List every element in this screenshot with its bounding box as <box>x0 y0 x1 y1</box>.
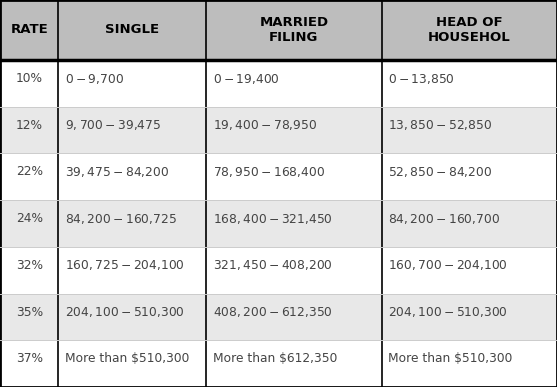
Bar <box>58 330 206 340</box>
Text: $321,450 - $408,200: $321,450 - $408,200 <box>213 259 333 272</box>
Bar <box>382 377 557 387</box>
Bar <box>58 0 206 60</box>
Bar <box>0 294 58 330</box>
Text: 37%: 37% <box>16 352 43 365</box>
Text: $408,200 - $612,350: $408,200 - $612,350 <box>213 305 333 319</box>
Text: 24%: 24% <box>16 212 43 225</box>
Bar <box>58 144 206 153</box>
Text: $13,850 - $52,850: $13,850 - $52,850 <box>388 118 492 132</box>
Bar <box>58 153 206 190</box>
Bar <box>382 0 557 60</box>
Bar <box>206 107 382 144</box>
Bar <box>58 200 206 237</box>
Bar <box>206 144 382 153</box>
Text: $160,725 - $204,100: $160,725 - $204,100 <box>65 259 185 272</box>
Text: HEAD OF
HOUSEHOL: HEAD OF HOUSEHOL <box>428 16 511 44</box>
Bar <box>382 284 557 294</box>
Text: $39,475 - $84,200: $39,475 - $84,200 <box>65 165 169 179</box>
Bar <box>206 190 382 200</box>
Text: $78,950 - $168,400: $78,950 - $168,400 <box>213 165 325 179</box>
Text: RATE: RATE <box>11 24 48 36</box>
Bar <box>382 60 557 97</box>
Bar <box>0 60 58 97</box>
Bar <box>0 284 58 294</box>
Bar <box>0 97 58 107</box>
Text: More than $510,300: More than $510,300 <box>388 352 512 365</box>
Bar <box>206 377 382 387</box>
Text: $84,200 - $160,725: $84,200 - $160,725 <box>65 212 177 226</box>
Bar <box>206 153 382 190</box>
Bar <box>0 237 58 247</box>
Bar <box>382 330 557 340</box>
Text: $19,400 - $78,950: $19,400 - $78,950 <box>213 118 317 132</box>
Bar <box>206 330 382 340</box>
Text: 32%: 32% <box>16 259 43 272</box>
Text: 35%: 35% <box>16 306 43 319</box>
Text: SINGLE: SINGLE <box>105 24 159 36</box>
Bar <box>206 200 382 237</box>
Bar <box>382 237 557 247</box>
Text: $0 - $9,700: $0 - $9,700 <box>65 72 124 86</box>
Text: MARRIED
FILING: MARRIED FILING <box>259 16 329 44</box>
Bar <box>382 247 557 284</box>
Bar <box>206 247 382 284</box>
Text: $0 - $13,850: $0 - $13,850 <box>388 72 455 86</box>
Text: $204,100 - $510,300: $204,100 - $510,300 <box>388 305 508 319</box>
Bar <box>206 340 382 377</box>
Bar <box>58 107 206 144</box>
Bar <box>0 107 58 144</box>
Bar <box>58 237 206 247</box>
Bar <box>58 60 206 97</box>
Bar <box>58 190 206 200</box>
Bar <box>382 144 557 153</box>
Bar <box>382 294 557 330</box>
Text: More than $612,350: More than $612,350 <box>213 352 337 365</box>
Text: $168,400 - $321,450: $168,400 - $321,450 <box>213 212 333 226</box>
Bar <box>382 97 557 107</box>
Bar <box>0 0 58 60</box>
Bar <box>382 200 557 237</box>
Bar <box>0 377 58 387</box>
Bar <box>206 0 382 60</box>
Text: $204,100 - $510,300: $204,100 - $510,300 <box>65 305 185 319</box>
Bar <box>0 144 58 153</box>
Bar <box>0 153 58 190</box>
Bar <box>0 200 58 237</box>
Text: 22%: 22% <box>16 165 43 178</box>
Bar <box>206 294 382 330</box>
Bar <box>382 153 557 190</box>
Text: More than $510,300: More than $510,300 <box>65 352 189 365</box>
Bar <box>206 97 382 107</box>
Bar <box>206 237 382 247</box>
Bar <box>58 294 206 330</box>
Text: 12%: 12% <box>16 119 43 132</box>
Bar <box>206 284 382 294</box>
Bar <box>382 190 557 200</box>
Bar <box>0 340 58 377</box>
Bar <box>206 60 382 97</box>
Bar <box>0 190 58 200</box>
Text: $84,200 - $160,700: $84,200 - $160,700 <box>388 212 500 226</box>
Text: $160,700 - $204,100: $160,700 - $204,100 <box>388 259 508 272</box>
Text: $0 - $19,400: $0 - $19,400 <box>213 72 280 86</box>
Bar <box>58 377 206 387</box>
Bar <box>58 340 206 377</box>
Bar <box>0 330 58 340</box>
Bar <box>382 107 557 144</box>
Bar <box>58 247 206 284</box>
Bar <box>0 247 58 284</box>
Bar <box>58 284 206 294</box>
Bar <box>382 340 557 377</box>
Bar <box>58 97 206 107</box>
Text: $52,850 - $84,200: $52,850 - $84,200 <box>388 165 492 179</box>
Text: 10%: 10% <box>16 72 43 85</box>
Text: $9,700 - $39,475: $9,700 - $39,475 <box>65 118 162 132</box>
